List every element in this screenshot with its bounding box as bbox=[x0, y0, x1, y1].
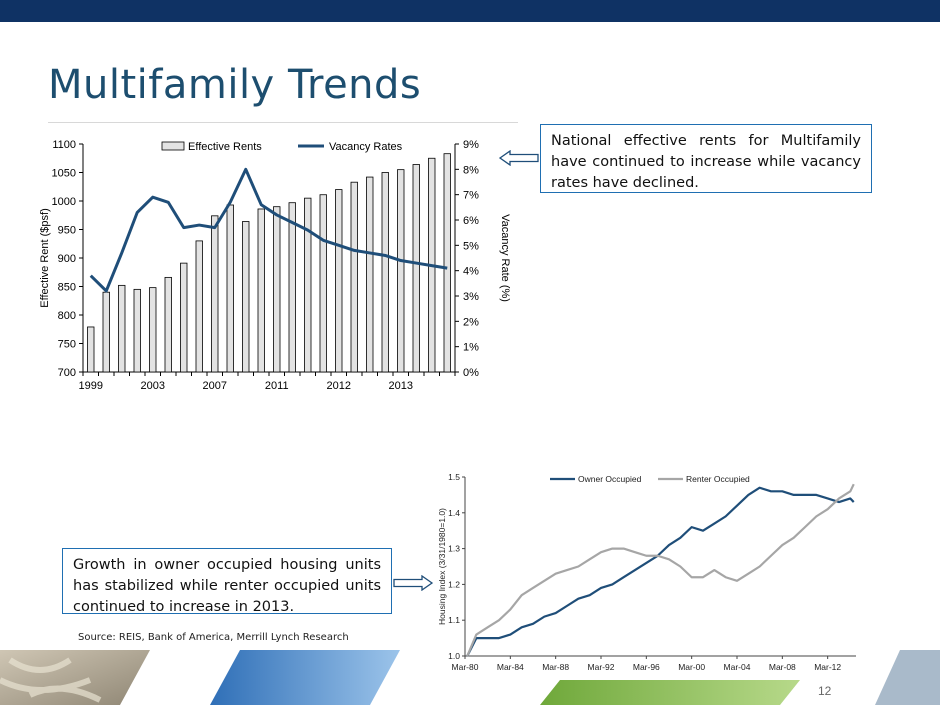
x-tick-label: Mar-96 bbox=[633, 662, 660, 672]
rent-vacancy-chart: 700 750 800 850 900 950 1000 1050 1100 0% 1% 2% 3% 4%… bbox=[39, 139, 511, 392]
x-tick-label: 1999 bbox=[79, 380, 103, 392]
x-tick-label: Mar-00 bbox=[678, 662, 705, 672]
rent-bar bbox=[397, 169, 405, 373]
page-number: 12 bbox=[818, 684, 832, 698]
legend-rents-label: Effective Rents bbox=[188, 141, 262, 153]
y-tick-label: 1.2 bbox=[448, 579, 460, 589]
y-tick-label: 1.1 bbox=[448, 615, 460, 625]
x-tick-label: Mar-12 bbox=[814, 662, 841, 672]
legend-renter-label: Renter Occupied bbox=[686, 474, 750, 484]
y-tick-label: 700 bbox=[58, 367, 76, 379]
x-tick-label: 2011 bbox=[265, 380, 289, 392]
rent-bar bbox=[319, 194, 327, 373]
rent-bar bbox=[133, 288, 141, 373]
callout-arrow-right bbox=[393, 575, 434, 591]
owner-occupied-line bbox=[466, 486, 855, 657]
y2-tick-label: 5% bbox=[463, 240, 479, 252]
x-tick-label: Mar-92 bbox=[588, 662, 615, 672]
rent-bar bbox=[102, 291, 110, 373]
legend-owner-label: Owner Occupied bbox=[578, 474, 642, 484]
rent-bar bbox=[257, 208, 265, 373]
y2-tick-label: 0% bbox=[463, 367, 479, 379]
x-tick-label: Mar-84 bbox=[497, 662, 524, 672]
legend-rents-swatch bbox=[161, 141, 185, 151]
rent-bar bbox=[273, 206, 281, 373]
rent-bar bbox=[366, 176, 374, 373]
y2-tick-label: 1% bbox=[463, 342, 479, 354]
rent-bar bbox=[304, 197, 312, 373]
rent-bar bbox=[412, 164, 420, 373]
y2-axis-title: Vacancy Rate (%) bbox=[499, 214, 511, 302]
rent-bar bbox=[195, 240, 203, 373]
y-tick-label: 1.5 bbox=[448, 472, 460, 482]
vacancy-line bbox=[89, 167, 448, 293]
legend-vacancy-label: Vacancy Rates bbox=[329, 141, 403, 153]
y2-tick-label: 6% bbox=[463, 215, 479, 227]
x-tick-label: 2013 bbox=[389, 380, 413, 392]
y2-tick-label: 3% bbox=[463, 291, 479, 303]
y2-tick-label: 9% bbox=[463, 139, 479, 151]
y2-tick-label: 7% bbox=[463, 190, 479, 202]
x-tick-label: Mar-04 bbox=[724, 662, 751, 672]
y2-tick-label: 2% bbox=[463, 316, 479, 328]
y-tick-label: 850 bbox=[58, 282, 76, 294]
rent-bar bbox=[381, 172, 389, 373]
y-axis-title: Housing Index (3/31/1980=1.0) bbox=[437, 508, 447, 625]
header-bar bbox=[0, 0, 940, 22]
rent-bar bbox=[164, 276, 172, 373]
callout-rents: National effective rents for Multifamily… bbox=[540, 124, 872, 193]
housing-index-chart: 1.0 1.1 1.2 1.3 1.4 1.5 Mar-80 Mar-84 Mar-88 Mar-… bbox=[437, 472, 856, 672]
y-tick-label: 950 bbox=[58, 225, 76, 237]
rent-bar bbox=[211, 215, 219, 373]
rent-bar bbox=[180, 262, 188, 373]
y-axis-title: Effective Rent ($psf) bbox=[39, 208, 51, 307]
rent-bar bbox=[242, 221, 250, 373]
x-tick-label: Mar-88 bbox=[542, 662, 569, 672]
page-title: Multifamily Trends bbox=[48, 62, 422, 108]
y-tick-label: 1050 bbox=[52, 168, 76, 180]
rent-bar bbox=[226, 204, 234, 373]
rent-bar bbox=[288, 202, 296, 373]
y-tick-label: 1.3 bbox=[448, 544, 460, 554]
x-tick-label: Mar-08 bbox=[769, 662, 796, 672]
x-tick-label: 2003 bbox=[141, 380, 165, 392]
rent-bar bbox=[118, 284, 126, 373]
x-tick-label: Mar-80 bbox=[452, 662, 479, 672]
rent-bar bbox=[443, 153, 451, 373]
source-note: Source: REIS, Bank of America, Merrill L… bbox=[78, 632, 349, 643]
rent-bar bbox=[350, 181, 358, 373]
y-tick-label: 1000 bbox=[52, 196, 76, 208]
y-tick-label: 900 bbox=[58, 253, 76, 265]
footer-image-strip bbox=[0, 650, 940, 705]
y-tick-label: 750 bbox=[58, 339, 76, 351]
title-divider bbox=[48, 122, 518, 123]
rent-bar bbox=[149, 287, 157, 373]
x-tick-label: 2012 bbox=[327, 380, 351, 392]
callout-housing: Growth in owner occupied housing units h… bbox=[62, 548, 392, 615]
y-tick-label: 1.4 bbox=[448, 508, 460, 518]
y-tick-label: 800 bbox=[58, 310, 76, 322]
x-tick-label: 2007 bbox=[203, 380, 227, 392]
rent-bar bbox=[335, 189, 343, 373]
y-tick-label: 1100 bbox=[52, 139, 76, 151]
callout-arrow-left bbox=[498, 150, 539, 166]
renter-occupied-line bbox=[466, 483, 855, 657]
y2-tick-label: 4% bbox=[463, 266, 479, 278]
y2-tick-label: 8% bbox=[463, 164, 479, 176]
rent-bar bbox=[87, 326, 95, 373]
y-tick-label: 1.0 bbox=[448, 651, 460, 661]
